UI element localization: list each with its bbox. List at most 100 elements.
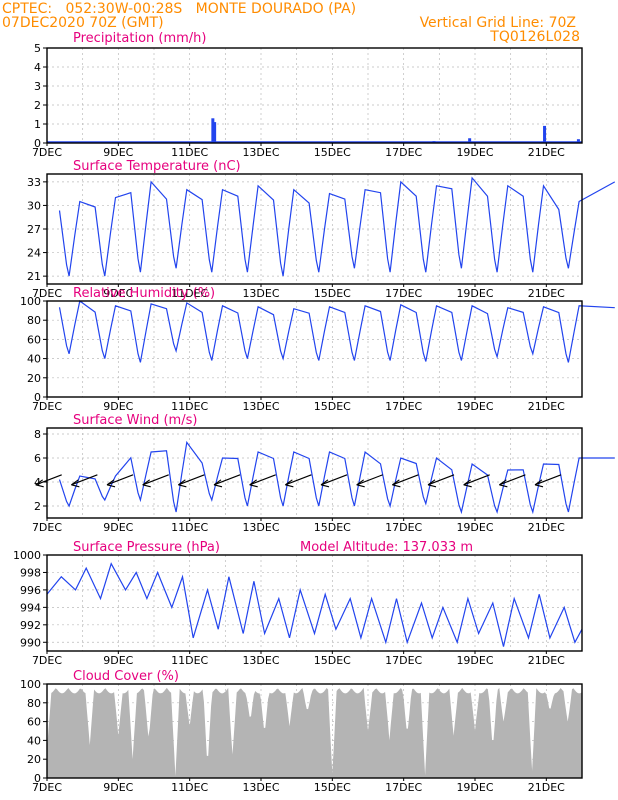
y-tick-label: 4 (34, 61, 41, 74)
x-tick-label: 15DEC (314, 146, 351, 159)
wind-arrow (463, 474, 490, 486)
y-tick-label: 0 (34, 772, 41, 785)
x-tick-label: 13DEC (242, 654, 279, 667)
x-tick-label: 15DEC (314, 400, 351, 413)
x-tick-label: 11DEC (171, 146, 208, 159)
panel-title: Surface Wind (m/s) (73, 413, 197, 428)
wind-arrow (499, 474, 526, 486)
x-tick-label: 9DEC (103, 400, 133, 413)
x-tick-label: 13DEC (242, 146, 279, 159)
pressure-line (46, 562, 583, 647)
y-tick-label: 6 (34, 452, 41, 465)
y-tick-label: 990 (20, 636, 41, 649)
x-tick-label: 7DEC (32, 521, 62, 534)
x-tick-label: 21DEC (528, 781, 565, 794)
wind-arrow-head (463, 479, 472, 488)
x-tick-label: 17DEC (385, 146, 422, 159)
temp-line (58, 176, 616, 277)
wind-arrow-head (35, 479, 44, 488)
precip-bar (211, 118, 215, 143)
wind-line (58, 440, 615, 515)
x-tick-label: 17DEC (385, 781, 422, 794)
y-tick-label: 24 (27, 247, 41, 260)
x-tick-label: 9DEC (103, 287, 133, 300)
precip-bar (468, 138, 472, 143)
cloud-area (47, 687, 582, 778)
x-tick-label: 11DEC (171, 400, 208, 413)
wind-arrow-head (249, 479, 258, 488)
wind-arrow (213, 474, 241, 486)
x-tick-label: 19DEC (456, 146, 493, 159)
x-tick-label: 11DEC (171, 781, 208, 794)
panel-frame (46, 554, 583, 652)
x-tick-label: 7DEC (32, 781, 62, 794)
y-tick-label: 33 (27, 176, 41, 189)
y-tick-label: 5 (34, 42, 41, 55)
x-tick-label: 13DEC (242, 400, 279, 413)
wind-arrow-head (178, 479, 187, 488)
wind-arrow-head (71, 479, 80, 488)
y-tick-label: 4 (34, 476, 41, 489)
y-tick-label: 27 (27, 223, 41, 236)
panel-title: Precipitation (mm/h) (73, 31, 206, 46)
x-tick-label: 19DEC (456, 400, 493, 413)
wind-arrow-head (320, 479, 330, 488)
header-date: 07DEC2020 70Z (GMT) (2, 15, 164, 31)
y-tick-label: 20 (27, 372, 41, 385)
wind-arrow (178, 474, 205, 486)
wind-arrow-head (142, 479, 151, 488)
panel-cloud (43, 683, 583, 781)
x-tick-label: 9DEC (103, 781, 133, 794)
y-tick-label: 998 (20, 566, 41, 579)
wind-arrow-head (356, 479, 365, 488)
panel-frame (46, 173, 583, 285)
y-tick-label: 60 (27, 716, 41, 729)
x-tick-label: 7DEC (32, 400, 62, 413)
x-tick-label: 11DEC (171, 521, 208, 534)
y-tick-label: 0 (34, 137, 41, 150)
x-tick-label: 21DEC (528, 287, 565, 300)
x-tick-label: 21DEC (528, 521, 565, 534)
panel-title: Cloud Cover (%) (73, 669, 179, 684)
x-tick-label: 15DEC (314, 781, 351, 794)
panel-frame (46, 427, 583, 519)
x-tick-label: 17DEC (385, 287, 422, 300)
y-tick-label: 996 (20, 584, 41, 597)
y-tick-label: 2 (34, 500, 41, 513)
wind-arrow-head (285, 479, 294, 488)
x-tick-label: 7DEC (32, 287, 62, 300)
x-tick-label: 15DEC (314, 521, 351, 534)
x-tick-label: 15DEC (314, 654, 351, 667)
panel-title: Relative Humidity (%) (73, 286, 215, 301)
x-tick-label: 19DEC (456, 654, 493, 667)
wind-arrow (534, 474, 562, 486)
y-tick-label: 100 (20, 295, 41, 308)
precip-bar (213, 122, 217, 143)
y-tick-label: 2 (34, 99, 41, 112)
panel-frame (46, 300, 583, 398)
y-tick-label: 994 (20, 601, 41, 614)
y-tick-label: 1 (34, 118, 41, 131)
y-tick-label: 40 (27, 353, 41, 366)
y-tick-label: 21 (27, 270, 41, 283)
wind-arrow-head (213, 479, 223, 488)
panel-annotation: Model Altitude: 137.033 m (300, 540, 473, 555)
header-station: CPTEC: 052:30W-00:28S MONTE DOURADO (PA) (2, 1, 357, 17)
x-tick-label: 7DEC (32, 654, 62, 667)
wind-arrow (71, 474, 98, 486)
wind-arrow (285, 474, 312, 486)
panel-rh (43, 299, 615, 400)
x-tick-label: 13DEC (242, 287, 279, 300)
x-tick-label: 21DEC (528, 146, 565, 159)
wind-arrow-head (392, 479, 401, 488)
x-tick-label: 11DEC (171, 287, 208, 300)
y-tick-label: 992 (20, 619, 41, 632)
x-tick-label: 9DEC (103, 521, 133, 534)
x-tick-label: 21DEC (528, 654, 565, 667)
wind-arrow-head (534, 479, 544, 488)
x-tick-label: 19DEC (456, 521, 493, 534)
x-tick-label: 21DEC (528, 400, 565, 413)
wind-arrow-head (427, 479, 437, 488)
wind-arrow (106, 474, 134, 486)
